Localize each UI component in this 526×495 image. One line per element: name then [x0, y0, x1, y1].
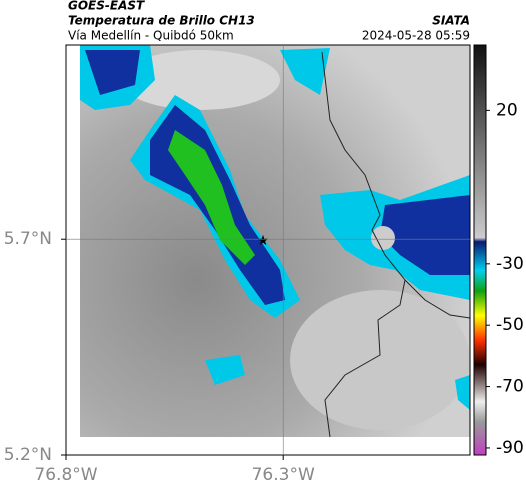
colorbar-tick-label: -70	[496, 377, 524, 397]
colorbar	[473, 44, 487, 456]
map-image: ★	[80, 45, 471, 438]
header-route: Vía Medellín - Quibdó 50km	[68, 29, 234, 43]
map-frame	[65, 44, 471, 456]
colorbar-tick-label: -90	[496, 438, 524, 458]
colorbar-tick-label: 20	[496, 100, 518, 120]
colorbar-tick-label: -30	[496, 254, 524, 274]
header-agency: SIATA	[432, 14, 470, 28]
lat-tick-label: 5.7°N	[4, 229, 52, 249]
header-source: GOES-EAST	[68, 0, 145, 13]
lon-tick-label: 76.8°W	[34, 465, 97, 485]
colorbar-tick-label: -50	[496, 315, 524, 335]
lon-tick-label: 76.3°W	[252, 465, 315, 485]
lat-tick-label: 5.2°N	[4, 445, 52, 465]
header-timestamp: 2024-05-28 05:59	[362, 29, 470, 43]
svg-text:★: ★	[257, 233, 270, 249]
header-product: Temperatura de Brillo CH13	[68, 14, 255, 28]
